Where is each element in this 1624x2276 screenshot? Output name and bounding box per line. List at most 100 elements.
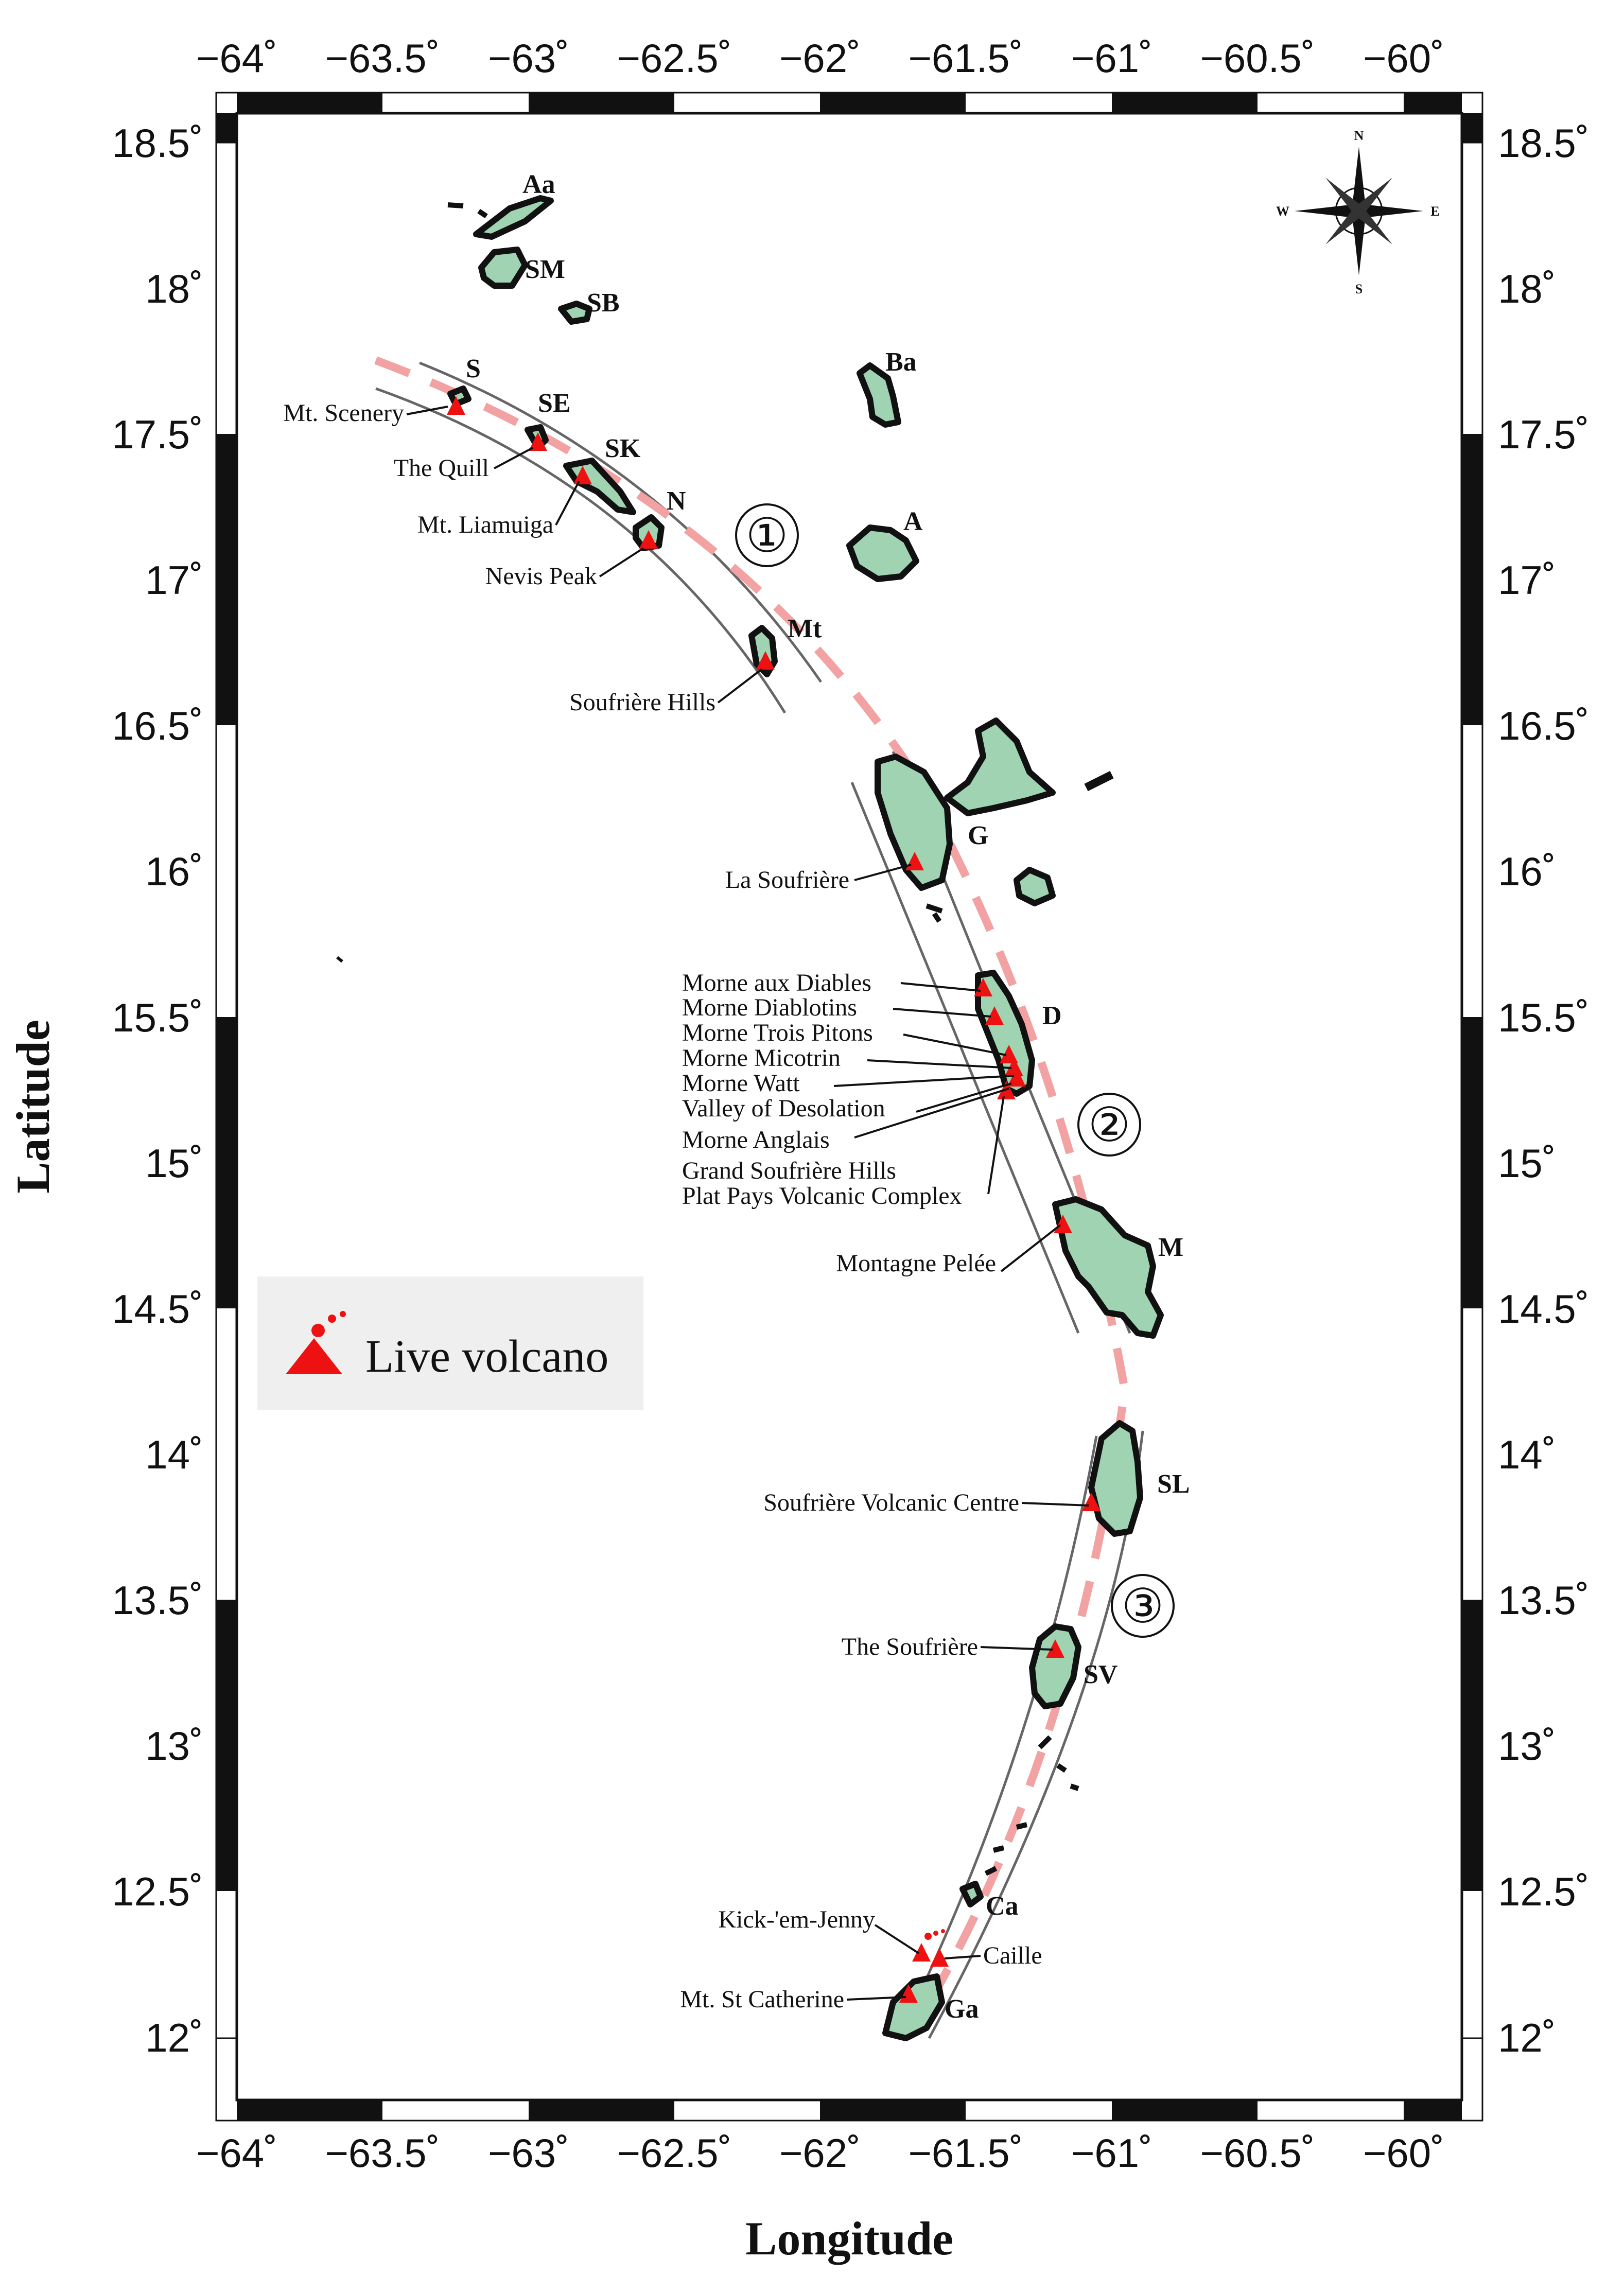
lat-tick: 18˚ <box>1498 266 1556 311</box>
legend-volcano-icon <box>286 1338 342 1374</box>
lon-tick: −64˚ <box>196 36 277 81</box>
island-grenadines <box>984 1735 1079 1876</box>
island-martinique <box>1052 1196 1164 1339</box>
label-the-soufriere: The Soufrière <box>842 1633 978 1660</box>
label-ca: Ca <box>986 1892 1019 1921</box>
legend-box <box>257 1276 643 1410</box>
lon-tick: −62˚ <box>779 36 861 81</box>
compass-east: E <box>1430 204 1439 219</box>
lon-tick: −61.5˚ <box>908 36 1023 81</box>
volcano-triangle <box>912 1943 931 1962</box>
label-mt-scenery: Mt. Scenery <box>283 399 404 427</box>
label-m: M <box>1158 1233 1183 1262</box>
label-morne-micotrin: Morne Micotrin <box>682 1044 841 1072</box>
island-carriacou <box>959 1881 984 1907</box>
island-anguilla <box>473 195 554 240</box>
volcano-plume-dot <box>924 1933 932 1940</box>
volcano-triangle <box>529 432 547 451</box>
label-morne-watt: Morne Watt <box>682 1070 800 1097</box>
label-the-quill: The Quill <box>394 454 489 482</box>
island-anguilla-islets <box>447 202 488 219</box>
longitude-ticks-top: −64˚ −63.5˚ −63˚ −62.5˚ −62˚ −61.5˚ −61˚… <box>196 36 1444 81</box>
volcano-labels: Mt. Scenery The Quill Mt. Liamuiga Nevis… <box>283 399 1042 2013</box>
legend-plume-dot <box>328 1315 336 1323</box>
lon-tick: −60˚ <box>1363 36 1444 81</box>
label-s: S <box>466 354 481 383</box>
longitude-ticks-bottom: −64˚ −63.5˚ −63˚ −62.5˚ −62˚ −61.5˚ −61˚… <box>196 2130 1444 2176</box>
segment-1-circle <box>735 503 799 567</box>
label-morne-aux-diables: Morne aux Diables <box>682 969 871 996</box>
lat-tick: 18˚ <box>145 266 203 311</box>
volcano-triangle <box>1007 1068 1026 1087</box>
lon-tick: −60.5˚ <box>1200 2130 1315 2176</box>
segment-3-circle <box>1111 1574 1175 1638</box>
lon-tick: −62˚ <box>779 2130 861 2176</box>
label-aa: Aa <box>522 170 555 199</box>
island-basse-terre <box>875 754 953 891</box>
lat-tick: 13.5˚ <box>1498 1578 1590 1623</box>
lat-tick: 14.5˚ <box>1498 1286 1590 1332</box>
label-ba: Ba <box>885 347 917 377</box>
label-soufriere-hills: Soufrière Hills <box>569 689 715 716</box>
compass-west: W <box>1276 204 1289 219</box>
lat-tick: 16˚ <box>145 849 203 894</box>
island-st-martin <box>478 247 528 289</box>
lon-tick: −64˚ <box>196 2130 277 2176</box>
lat-tick: 17˚ <box>1498 557 1556 603</box>
label-mt-liamuiga: Mt. Liamuiga <box>417 511 553 538</box>
label-nevis-peak: Nevis Peak <box>485 563 597 590</box>
lat-tick: 14˚ <box>145 1432 203 1477</box>
label-ga: Ga <box>945 1994 979 2024</box>
volcano-triangle <box>985 1006 1004 1025</box>
legend-plume-dot <box>340 1311 346 1317</box>
lat-tick: 18.5˚ <box>112 120 203 166</box>
volcano-triangle <box>639 530 658 549</box>
label-soufriere-volcanic-centre: Soufrière Volcanic Centre <box>763 1489 1019 1516</box>
label-sb: SB <box>587 288 620 318</box>
label-valley-of-desolation: Valley of Desolation <box>682 1095 885 1122</box>
lat-tick: 15.5˚ <box>112 995 203 1040</box>
island-aves <box>336 956 343 963</box>
label-sl: SL <box>1157 1469 1190 1499</box>
volcano-plume-dot <box>941 1929 945 1933</box>
segment-3-label: ③ <box>1122 1580 1164 1633</box>
island-antigua <box>846 524 919 582</box>
lat-tick: 12.5˚ <box>1498 1869 1590 1914</box>
lat-tick: 15˚ <box>145 1141 203 1186</box>
island-dominica <box>975 970 1035 1097</box>
island-st-barthelemy <box>558 301 592 325</box>
label-g: G <box>968 821 988 850</box>
segment-2-circle <box>1077 1093 1141 1157</box>
island-labels: Aa SM SB S SE SK N Ba A Mt G D M SL SV C… <box>466 170 1190 2024</box>
lat-tick: 12˚ <box>145 2015 203 2060</box>
lon-tick: −63.5˚ <box>325 2130 440 2176</box>
lat-tick: 16˚ <box>1498 849 1556 894</box>
label-caille: Caille <box>983 1942 1042 1969</box>
label-sk: SK <box>605 434 641 463</box>
x-axis-title: Longitude <box>745 2212 953 2265</box>
lon-tick: −63˚ <box>488 36 569 81</box>
island-grande-terre <box>944 717 1056 816</box>
lon-tick: −63˚ <box>488 2130 569 2176</box>
lat-tick: 18.5˚ <box>1498 120 1590 166</box>
lon-tick: −62.5˚ <box>617 2130 731 2176</box>
lat-tick: 12˚ <box>1498 2015 1556 2060</box>
lat-tick: 17˚ <box>145 557 203 603</box>
volcano-triangle <box>974 978 992 996</box>
label-mt: Mt <box>788 614 822 643</box>
compass-south: S <box>1355 282 1363 296</box>
label-sm: SM <box>525 255 565 284</box>
islands <box>336 195 1164 2041</box>
island-les-saintes <box>925 903 943 923</box>
volcano-leaders <box>406 406 1089 2001</box>
island-marie-galante <box>1014 867 1056 906</box>
label-kick-em-jenny: Kick-'em-Jenny <box>718 1906 875 1933</box>
volcano-triangle <box>447 396 465 415</box>
lat-tick: 14˚ <box>1498 1432 1556 1477</box>
lon-tick: −61.5˚ <box>908 2130 1023 2176</box>
lat-tick: 15.5˚ <box>1498 995 1590 1040</box>
island-grenada <box>882 1973 945 2041</box>
segment-1-label: ① <box>746 510 788 562</box>
volcano-triangle <box>930 1948 949 1967</box>
